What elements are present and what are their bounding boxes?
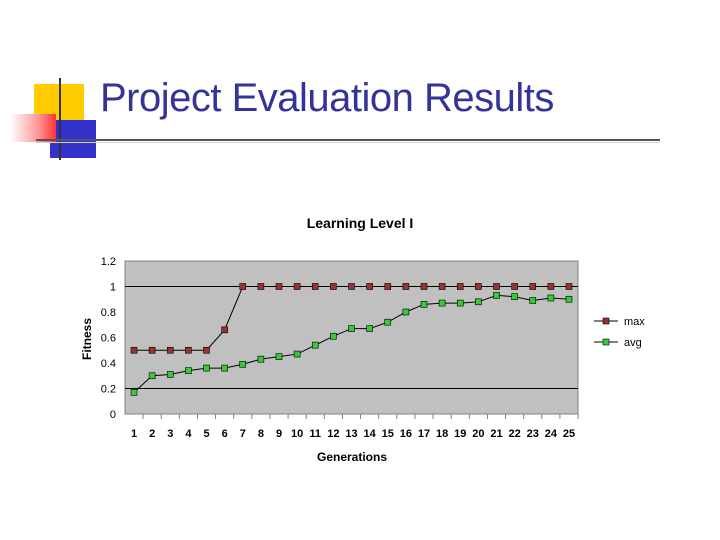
data-point-avg — [349, 326, 355, 332]
x-tick-label: 16 — [400, 428, 412, 440]
data-point-avg — [475, 299, 481, 305]
x-tick-label: 12 — [327, 428, 339, 440]
data-point-max — [367, 284, 373, 290]
x-tick-label: 5 — [203, 428, 209, 440]
y-tick-label: 0.4 — [101, 358, 116, 370]
x-tick-label: 25 — [563, 428, 575, 440]
data-point-max — [131, 347, 137, 353]
x-tick-label: 10 — [291, 428, 303, 440]
data-point-avg — [222, 365, 228, 371]
x-tick-label: 14 — [364, 428, 377, 440]
x-tick-label: 11 — [309, 428, 321, 440]
data-point-max — [566, 284, 572, 290]
data-point-max — [294, 284, 300, 290]
legend-label-max: max — [624, 316, 645, 328]
chart-title: Learning Level I — [307, 215, 414, 231]
data-point-max — [403, 284, 409, 290]
legend-marker-max — [603, 318, 609, 324]
data-point-avg — [258, 356, 264, 362]
x-tick-label: 6 — [222, 428, 228, 440]
data-point-max — [494, 284, 500, 290]
y-tick-label: 0.6 — [101, 333, 116, 345]
y-tick-label: 0.8 — [101, 307, 116, 319]
legend-label-avg: avg — [624, 337, 642, 349]
y-axis-label: Fitness — [80, 318, 94, 360]
data-point-avg — [367, 326, 373, 332]
x-tick-label: 13 — [345, 428, 357, 440]
data-point-max — [457, 284, 463, 290]
data-point-max — [258, 284, 264, 290]
data-point-max — [312, 284, 318, 290]
data-point-max — [330, 284, 336, 290]
data-point-avg — [439, 300, 445, 306]
data-point-avg — [294, 351, 300, 357]
data-point-max — [240, 284, 246, 290]
data-point-avg — [403, 309, 409, 315]
data-point-max — [421, 284, 427, 290]
x-axis-label: Generations — [317, 450, 387, 464]
data-point-avg — [131, 389, 137, 395]
x-tick-label: 22 — [509, 428, 521, 440]
legend-marker-avg — [603, 339, 609, 345]
data-point-avg — [276, 354, 282, 360]
data-point-avg — [312, 342, 318, 348]
data-point-avg — [385, 319, 391, 325]
y-tick-label: 0.2 — [101, 384, 116, 396]
data-point-max — [439, 284, 445, 290]
data-point-max — [167, 347, 173, 353]
data-point-avg — [457, 300, 463, 306]
x-tick-label: 7 — [240, 428, 246, 440]
data-point-avg — [240, 361, 246, 367]
data-point-max — [185, 347, 191, 353]
data-point-max — [349, 284, 355, 290]
data-point-avg — [185, 368, 191, 374]
data-point-avg — [330, 333, 336, 339]
x-tick-label: 1 — [131, 428, 137, 440]
data-point-avg — [421, 301, 427, 307]
data-point-avg — [548, 295, 554, 301]
data-point-avg — [494, 292, 500, 298]
x-tick-label: 8 — [258, 428, 264, 440]
y-tick-label: 1.2 — [101, 256, 116, 268]
x-tick-label: 4 — [185, 428, 192, 440]
data-point-max — [204, 347, 210, 353]
data-point-avg — [167, 371, 173, 377]
x-tick-label: 23 — [527, 428, 539, 440]
data-point-max — [548, 284, 554, 290]
data-point-max — [475, 284, 481, 290]
x-tick-label: 19 — [454, 428, 466, 440]
data-point-avg — [512, 294, 518, 300]
y-tick-label: 0 — [110, 409, 116, 421]
x-tick-label: 3 — [167, 428, 173, 440]
x-tick-label: 9 — [276, 428, 282, 440]
data-point-avg — [530, 298, 536, 304]
x-tick-label: 20 — [472, 428, 484, 440]
x-tick-label: 15 — [382, 428, 394, 440]
data-point-max — [276, 284, 282, 290]
x-tick-label: 21 — [490, 428, 502, 440]
x-tick-label: 24 — [545, 428, 558, 440]
data-point-max — [512, 284, 518, 290]
data-point-avg — [566, 296, 572, 302]
data-point-max — [222, 327, 228, 333]
data-point-max — [149, 347, 155, 353]
x-tick-label: 17 — [418, 428, 430, 440]
x-tick-label: 2 — [149, 428, 155, 440]
y-tick-label: 1 — [110, 282, 116, 294]
data-point-max — [530, 284, 536, 290]
data-point-avg — [204, 365, 210, 371]
x-tick-label: 18 — [436, 428, 448, 440]
data-point-avg — [149, 373, 155, 379]
data-point-max — [385, 284, 391, 290]
